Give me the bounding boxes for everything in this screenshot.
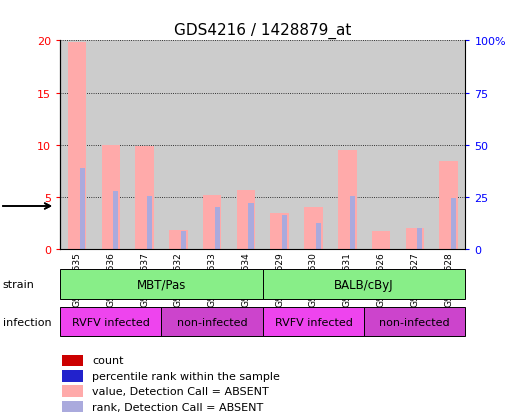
Bar xyxy=(331,41,364,250)
Bar xyxy=(203,196,221,250)
Bar xyxy=(405,228,424,250)
Bar xyxy=(162,41,195,250)
Text: RVFV infected: RVFV infected xyxy=(72,317,150,327)
Bar xyxy=(439,161,458,250)
Bar xyxy=(60,307,162,337)
Bar xyxy=(128,41,162,250)
Bar xyxy=(297,41,331,250)
Bar xyxy=(248,204,254,250)
Bar xyxy=(263,270,465,299)
Bar xyxy=(364,307,465,337)
Bar xyxy=(68,43,86,250)
Text: RVFV infected: RVFV infected xyxy=(275,317,353,327)
Text: BALB/cByJ: BALB/cByJ xyxy=(334,278,394,291)
Bar xyxy=(79,169,85,250)
Bar xyxy=(162,307,263,337)
Bar xyxy=(229,41,263,250)
Bar xyxy=(147,197,152,250)
Bar xyxy=(195,41,229,250)
Bar xyxy=(62,355,83,366)
Bar xyxy=(113,192,118,250)
Text: non-infected: non-infected xyxy=(380,317,450,327)
Bar xyxy=(316,224,321,250)
Bar xyxy=(62,370,83,382)
Bar xyxy=(338,151,357,250)
Bar xyxy=(263,41,297,250)
Bar xyxy=(101,146,120,250)
Bar xyxy=(364,41,398,250)
Bar xyxy=(350,197,355,250)
Bar xyxy=(169,230,188,250)
Bar xyxy=(282,216,287,250)
Text: rank, Detection Call = ABSENT: rank, Detection Call = ABSENT xyxy=(93,401,264,412)
Text: infection: infection xyxy=(3,317,51,327)
Bar xyxy=(214,207,220,250)
Bar xyxy=(181,231,186,250)
Bar xyxy=(62,401,83,412)
Text: non-infected: non-infected xyxy=(177,317,247,327)
Bar xyxy=(60,270,263,299)
Title: GDS4216 / 1428879_at: GDS4216 / 1428879_at xyxy=(174,22,351,38)
Bar xyxy=(263,307,364,337)
Text: MBT/Pas: MBT/Pas xyxy=(137,278,186,291)
Bar xyxy=(304,207,323,250)
Bar xyxy=(236,190,255,250)
Bar xyxy=(451,199,456,250)
Bar xyxy=(398,41,431,250)
Bar xyxy=(62,385,83,397)
Bar xyxy=(94,41,128,250)
Text: strain: strain xyxy=(3,280,35,290)
Text: value, Detection Call = ABSENT: value, Detection Call = ABSENT xyxy=(93,386,269,396)
Bar xyxy=(270,214,289,250)
Bar xyxy=(431,41,465,250)
Bar xyxy=(60,41,94,250)
Text: percentile rank within the sample: percentile rank within the sample xyxy=(93,371,280,381)
Bar xyxy=(417,228,423,250)
Bar xyxy=(372,231,390,250)
Text: count: count xyxy=(93,356,124,366)
Bar xyxy=(135,147,154,250)
